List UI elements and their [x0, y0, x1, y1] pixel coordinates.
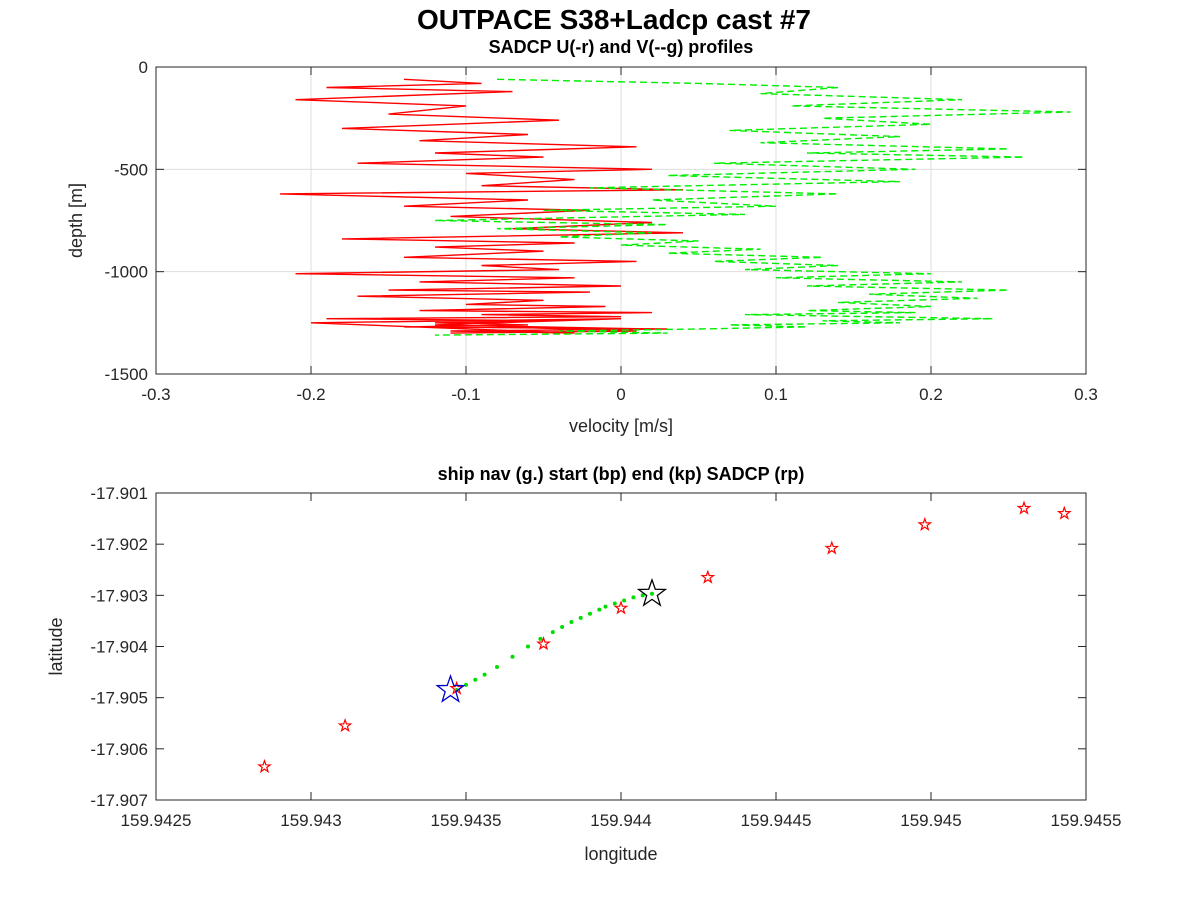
nav-point	[473, 677, 478, 682]
nav-point	[560, 625, 565, 630]
data-layer	[257, 500, 1072, 774]
sadcp-point	[337, 717, 353, 733]
end-point	[636, 577, 668, 607]
v-velocity-line	[434, 78, 1071, 336]
y-tick-label: -17.901	[90, 484, 148, 503]
x-tick-label: 0.2	[919, 385, 943, 404]
axes-title: SADCP U(-r) and V(--g) profiles	[489, 37, 754, 57]
nav-point	[482, 672, 487, 677]
nav-point	[640, 593, 645, 598]
sadcp-point	[1056, 505, 1072, 520]
sadcp-point	[257, 758, 272, 774]
x-tick-label: 0.3	[1074, 385, 1098, 404]
y-axis-label: depth [m]	[66, 183, 86, 258]
nav-point	[650, 591, 654, 596]
y-tick-label: -17.907	[90, 791, 148, 810]
x-tick-label: -0.3	[141, 385, 170, 404]
y-tick-label: -17.906	[90, 740, 148, 759]
nav-point	[631, 595, 636, 600]
y-tick-label: -17.903	[90, 586, 148, 605]
velocity-profile-axes: -0.3 -0.2 -0.1 0 0.1 0.2 0.3 0 -500 -1000 -1500 SAD…	[66, 37, 1098, 436]
nav-point	[622, 598, 627, 603]
y-tick-label: -500	[114, 160, 148, 179]
nav-point	[569, 619, 574, 624]
sadcp-point	[613, 600, 629, 615]
start-point	[435, 674, 466, 703]
nav-point	[526, 644, 530, 649]
nav-point	[495, 664, 499, 669]
x-tick-label: 159.9435	[431, 811, 502, 830]
nav-point	[510, 654, 515, 659]
figure-title: OUTPACE S38+Ladcp cast #7	[417, 4, 811, 35]
plot-area	[156, 493, 1086, 800]
nav-point	[603, 604, 608, 609]
sadcp-point	[917, 516, 933, 532]
x-axis-label: longitude	[584, 844, 657, 864]
y-tick-label: 0	[139, 58, 148, 77]
x-tick-label: -0.1	[451, 385, 480, 404]
y-tick-label: -17.902	[90, 535, 148, 554]
x-tick-label: 159.943	[280, 811, 341, 830]
nav-point	[464, 682, 468, 687]
nav-point	[550, 630, 555, 635]
y-tick-label: -1500	[105, 365, 148, 384]
x-tick-label: 0.1	[764, 385, 788, 404]
y-tick-label: -1000	[105, 263, 148, 282]
axes-title: ship nav (g.) start (bp) end (kp) SADCP …	[438, 464, 805, 484]
nav-point	[538, 636, 543, 641]
x-tick-label: 159.945	[900, 811, 961, 830]
y-tick-label: -17.904	[90, 638, 148, 657]
x-tick-label: -0.2	[296, 385, 325, 404]
ship-nav-axes: 159.9425 159.943 159.9435 159.944 159.9445 15…	[46, 464, 1121, 864]
nav-point	[578, 615, 583, 620]
data-layer	[279, 78, 1071, 336]
sadcp-point	[824, 540, 840, 555]
u-velocity-line	[279, 78, 684, 334]
x-axis-label: velocity [m/s]	[569, 416, 673, 436]
x-tick-label: 159.9455	[1051, 811, 1122, 830]
sadcp-point	[1016, 500, 1032, 515]
x-tick-label: 159.944	[590, 811, 651, 830]
x-tick-label: 0	[616, 385, 625, 404]
nav-point	[588, 611, 592, 616]
y-tick-label: -17.905	[90, 689, 148, 708]
nav-point	[612, 601, 617, 606]
sadcp-point	[536, 636, 551, 651]
nav-point	[597, 607, 602, 612]
x-tick-label: 159.9445	[741, 811, 812, 830]
sadcp-point	[700, 569, 716, 584]
x-tick-label: 159.9425	[121, 811, 192, 830]
y-axis-label: latitude	[46, 617, 66, 675]
